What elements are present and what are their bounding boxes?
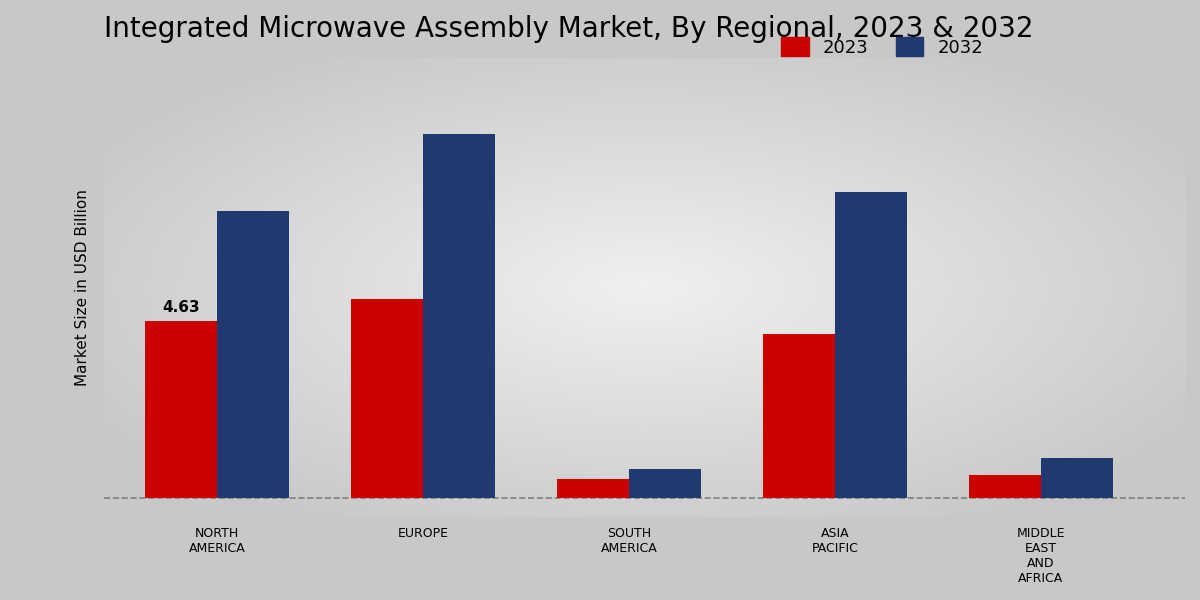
Bar	[1040, 458, 1112, 498]
Bar	[424, 134, 496, 498]
Y-axis label: Market Size in USD Billion: Market Size in USD Billion	[76, 189, 90, 386]
Legend: 2023, 2032: 2023, 2032	[774, 30, 990, 64]
Text: Integrated Microwave Assembly Market, By Regional, 2023 & 2032: Integrated Microwave Assembly Market, By…	[104, 15, 1033, 43]
Bar	[968, 475, 1040, 498]
Bar	[763, 334, 835, 498]
Bar	[352, 299, 424, 498]
Text: 4.63: 4.63	[162, 300, 200, 315]
Bar	[145, 321, 217, 498]
Bar	[835, 192, 907, 498]
Bar	[217, 211, 289, 498]
Bar	[557, 479, 629, 498]
Bar	[629, 469, 701, 498]
